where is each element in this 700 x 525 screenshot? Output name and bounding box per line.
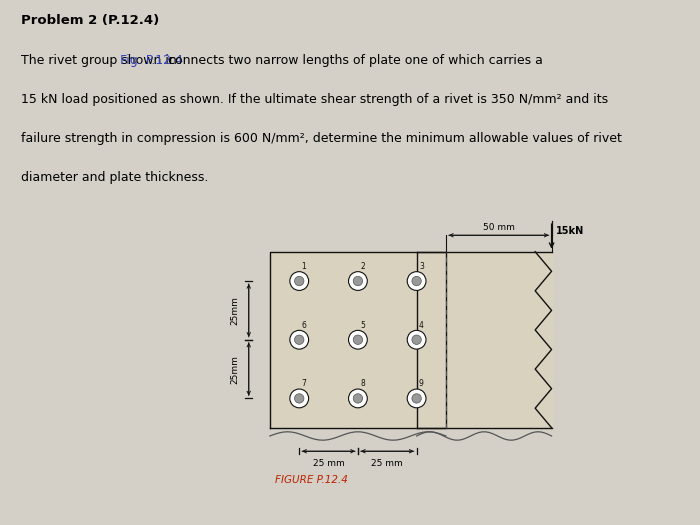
Text: 6: 6 xyxy=(302,321,307,330)
Text: The rivet group shown in: The rivet group shown in xyxy=(21,55,181,67)
Circle shape xyxy=(349,389,368,408)
Circle shape xyxy=(349,330,368,349)
Text: 25 mm: 25 mm xyxy=(313,459,344,468)
Circle shape xyxy=(290,389,309,408)
Circle shape xyxy=(407,389,426,408)
Text: 7: 7 xyxy=(302,380,307,388)
Text: 50 mm: 50 mm xyxy=(483,223,514,232)
Text: 4: 4 xyxy=(419,321,424,330)
Text: 9: 9 xyxy=(419,380,424,388)
Circle shape xyxy=(349,271,368,290)
Text: 25mm: 25mm xyxy=(230,296,239,325)
Polygon shape xyxy=(416,251,552,428)
Circle shape xyxy=(354,276,363,286)
Circle shape xyxy=(354,394,363,403)
Circle shape xyxy=(295,335,304,344)
Polygon shape xyxy=(270,251,446,428)
Text: 25 mm: 25 mm xyxy=(372,459,403,468)
Text: 25mm: 25mm xyxy=(230,355,239,384)
Text: 1: 1 xyxy=(302,262,307,271)
Text: 5: 5 xyxy=(360,321,365,330)
Text: connects two narrow lengths of plate one of which carries a: connects two narrow lengths of plate one… xyxy=(164,55,542,67)
Circle shape xyxy=(290,271,309,290)
Circle shape xyxy=(290,330,309,349)
Text: 3: 3 xyxy=(419,262,424,271)
Text: FIGURE P.12.4: FIGURE P.12.4 xyxy=(274,475,347,485)
Text: Fig. P.12.4: Fig. P.12.4 xyxy=(120,55,183,67)
Text: 8: 8 xyxy=(360,380,365,388)
Circle shape xyxy=(412,276,421,286)
Circle shape xyxy=(412,335,421,344)
Circle shape xyxy=(412,394,421,403)
Circle shape xyxy=(407,330,426,349)
Text: 15 kN load positioned as shown. If the ultimate shear strength of a rivet is 350: 15 kN load positioned as shown. If the u… xyxy=(21,93,608,106)
Text: Problem 2 (P.12.4): Problem 2 (P.12.4) xyxy=(21,15,159,27)
Circle shape xyxy=(354,335,363,344)
Text: 15kN: 15kN xyxy=(556,226,584,236)
Circle shape xyxy=(407,271,426,290)
Circle shape xyxy=(295,276,304,286)
Text: failure strength in compression is 600 N/mm², determine the minimum allowable va: failure strength in compression is 600 N… xyxy=(21,132,622,145)
Circle shape xyxy=(295,394,304,403)
Text: 2: 2 xyxy=(360,262,365,271)
Text: diameter and plate thickness.: diameter and plate thickness. xyxy=(21,171,208,184)
